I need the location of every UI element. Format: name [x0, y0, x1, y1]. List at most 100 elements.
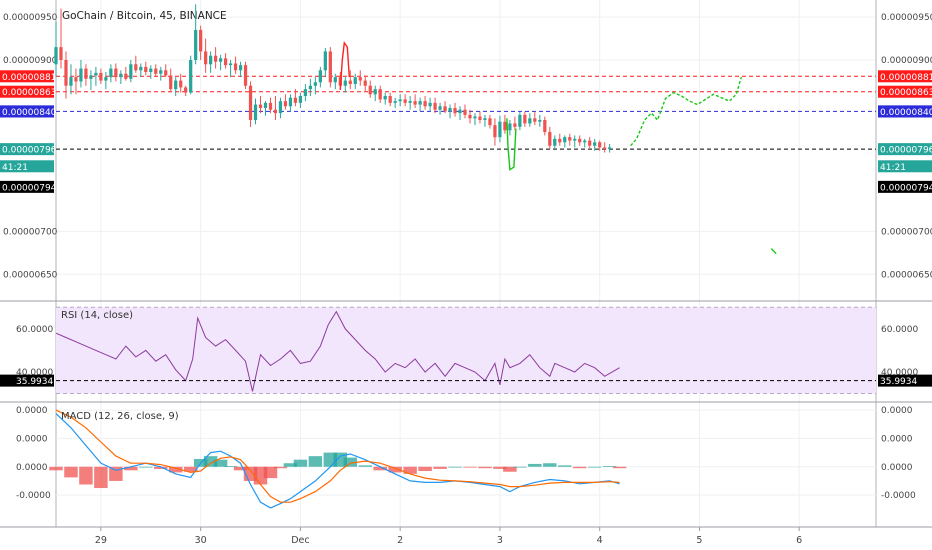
- candle-body: [119, 73, 123, 78]
- candle-body: [383, 96, 387, 100]
- level-label-right: 0.00000794: [880, 183, 932, 193]
- macd-tick-label-left: -0.0000: [16, 491, 51, 501]
- macd-histogram-bar: [528, 463, 542, 467]
- candle-body: [64, 60, 68, 86]
- candle-body: [223, 58, 228, 66]
- candle-body: [129, 64, 133, 79]
- time-tick-label: 3: [497, 535, 503, 546]
- candle-body: [154, 68, 158, 74]
- macd-tick-label-left: 0.0000: [16, 463, 48, 473]
- candle-body: [59, 47, 63, 60]
- price-tick-label-right: 0.00000950: [881, 13, 932, 23]
- macd-tick-label-left: 0.0000: [16, 434, 48, 444]
- candle-body: [104, 77, 108, 81]
- candle-body: [558, 138, 562, 143]
- candle-body: [199, 30, 203, 52]
- level-label-left: 41:21: [2, 163, 28, 173]
- candle-body: [194, 30, 198, 60]
- green-projection-tick[interactable]: [770, 248, 777, 255]
- candle-body: [583, 140, 587, 143]
- macd-histogram-bar: [49, 466, 63, 471]
- candle-body: [174, 80, 178, 90]
- candle-body: [423, 101, 427, 107]
- candle-body: [54, 47, 58, 65]
- macd-tick-label-right: -0.0000: [881, 491, 916, 501]
- green-projection-path[interactable]: [630, 76, 742, 147]
- candle-body: [94, 72, 98, 76]
- level-label-right-bg: [878, 160, 932, 173]
- candle-body: [228, 63, 233, 66]
- candle-body: [388, 96, 392, 103]
- price-tick-label-left: 0.00000900: [3, 56, 58, 66]
- macd-histogram-bar: [403, 466, 417, 474]
- candle-body: [139, 66, 143, 71]
- candle-body: [413, 101, 417, 105]
- candle-body: [563, 137, 567, 143]
- candle-body: [578, 138, 582, 143]
- candle-body: [134, 64, 138, 71]
- macd-histogram-bar: [233, 466, 248, 471]
- green-drawn-wick[interactable]: [506, 118, 517, 171]
- rsi-current-label-right: 35.9934: [880, 377, 917, 387]
- candle-body: [293, 97, 298, 103]
- rsi-current-label-right-bg: [878, 374, 932, 387]
- candle-body: [159, 70, 163, 74]
- candle-body: [124, 73, 128, 79]
- candle-body: [498, 121, 502, 138]
- candle-body: [233, 63, 238, 71]
- macd-histogram-bar: [373, 466, 387, 471]
- candle-body: [543, 120, 547, 132]
- red-drawn-wick[interactable]: [339, 41, 350, 91]
- macd-histogram-bar: [293, 459, 308, 467]
- candle-body: [69, 77, 73, 86]
- macd-histogram-bar: [543, 463, 557, 467]
- candle-body: [588, 140, 592, 146]
- candle-body: [358, 77, 362, 81]
- candle-body: [189, 60, 193, 93]
- rsi-line: [55, 310, 620, 392]
- macd-histogram-bar: [433, 466, 447, 469]
- level-label-left: 0.00000881: [2, 73, 56, 83]
- macd-line: [55, 413, 620, 509]
- chart-title: GoChain / Bitcoin, 45, BINANCE: [62, 10, 227, 22]
- price-tick-label-right: 0.00000700: [881, 227, 932, 237]
- level-label-right: 0.00000863: [880, 88, 932, 98]
- candle-body: [398, 99, 402, 102]
- macd-histogram-bar: [183, 466, 198, 472]
- level-label-left: 0.00000794: [2, 183, 57, 193]
- time-tick-label: Dec: [291, 535, 309, 546]
- candle-body: [538, 120, 542, 122]
- candle-body: [144, 66, 148, 72]
- candle-body: [79, 68, 83, 82]
- candle-body: [288, 97, 293, 107]
- time-tick-label: 5: [696, 535, 702, 546]
- candle-body: [248, 85, 253, 120]
- candle-body: [253, 104, 258, 120]
- candle-body: [603, 147, 607, 150]
- macd-histogram-bar: [503, 466, 517, 472]
- candle-body: [313, 82, 317, 86]
- candle-body: [348, 80, 352, 84]
- candle-body: [373, 89, 377, 95]
- price-tick-label-left: 0.00000700: [3, 227, 58, 237]
- candle-body: [378, 89, 382, 100]
- macd-histogram-bar: [154, 466, 168, 469]
- candle-body: [368, 85, 372, 95]
- level-label-left-bg: [0, 160, 54, 173]
- candle-body: [393, 101, 397, 103]
- price-tick-label-left: 0.00000650: [3, 270, 58, 280]
- level-label-right: 41:21: [880, 163, 906, 173]
- candle-body: [243, 65, 248, 86]
- candle-body: [283, 101, 288, 107]
- candle-body: [428, 102, 432, 107]
- candle-body: [478, 116, 482, 120]
- candle-body: [263, 102, 268, 108]
- macd-histogram-bar: [94, 466, 108, 489]
- macd-histogram-bar: [343, 457, 358, 467]
- macd-histogram-bar: [109, 466, 123, 481]
- rsi-current-label-left-bg: [0, 374, 54, 387]
- macd-histogram-bar: [64, 466, 78, 478]
- macd-signal-line: [55, 409, 620, 503]
- candle-body: [593, 142, 597, 146]
